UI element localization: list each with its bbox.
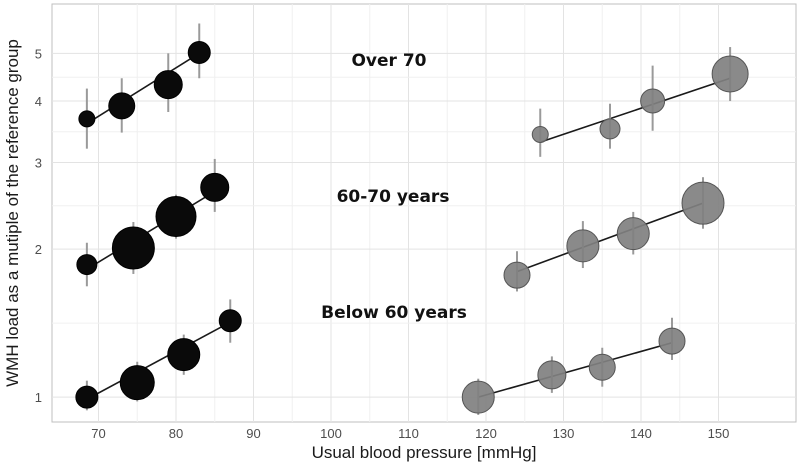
data-point-diastolic — [75, 385, 99, 409]
data-point-systolic — [537, 360, 567, 390]
fit-lines — [86, 52, 731, 400]
data-point-diastolic — [78, 110, 96, 128]
x-tick-label: 90 — [246, 426, 260, 441]
y-tick-label: 4 — [35, 94, 42, 109]
x-tick-label: 80 — [169, 426, 183, 441]
x-tick-label: 130 — [553, 426, 575, 441]
group-labels: Over 70 60-70 years Below 60 years — [321, 51, 467, 323]
fit-line-systolic — [539, 77, 731, 143]
data-point-diastolic — [108, 92, 136, 120]
data-point-systolic — [531, 125, 549, 143]
fit-line-diastolic — [86, 321, 231, 400]
data-point-diastolic — [187, 41, 211, 65]
fit-line-systolic — [478, 341, 673, 398]
x-tick-label: 110 — [398, 426, 419, 441]
fit-line-diastolic — [86, 52, 200, 125]
x-tick-label: 70 — [91, 426, 105, 441]
data-point-systolic — [681, 181, 725, 225]
x-tick-label: 150 — [708, 426, 730, 441]
data-point-diastolic — [76, 254, 98, 276]
data-point-diastolic — [153, 70, 183, 100]
group-label-below-60: Below 60 years — [321, 303, 467, 323]
data-point-diastolic — [200, 172, 230, 202]
data-point-systolic — [640, 88, 666, 114]
data-point-diastolic — [119, 365, 155, 401]
data-point-systolic — [711, 55, 749, 93]
group-label-over-70: Over 70 — [351, 51, 426, 71]
y-tick-label: 3 — [35, 155, 42, 170]
x-tick-label: 100 — [320, 426, 342, 441]
y-tick-label: 1 — [35, 390, 42, 405]
data-point-systolic — [616, 217, 650, 251]
y-tick-label: 2 — [35, 242, 42, 257]
data-point-diastolic — [218, 309, 242, 333]
data-point-systolic — [588, 353, 616, 381]
data-point-systolic — [461, 380, 495, 414]
data-point-systolic — [566, 229, 600, 263]
fit-line-diastolic — [86, 190, 216, 270]
fit-line-systolic — [516, 202, 704, 273]
x-tick-label: 120 — [475, 426, 497, 441]
group-label-60-70: 60-70 years — [337, 187, 450, 207]
data-point-systolic — [658, 327, 686, 355]
tick-labels: 70 80 90 100 110 120 130 140 150 1 2 3 4 5 — [35, 46, 730, 441]
x-tick-label: 140 — [630, 426, 652, 441]
y-axis-title: WMH load as a mutiple of the reference g… — [3, 39, 22, 387]
data-point-systolic — [599, 118, 621, 140]
data-points — [75, 41, 749, 414]
data-point-systolic — [503, 261, 531, 289]
data-point-diastolic — [155, 195, 197, 237]
data-point-diastolic — [167, 338, 201, 372]
y-tick-label: 5 — [35, 46, 42, 61]
data-point-diastolic — [111, 226, 155, 270]
x-axis-title: Usual blood pressure [mmHg] — [312, 443, 537, 462]
